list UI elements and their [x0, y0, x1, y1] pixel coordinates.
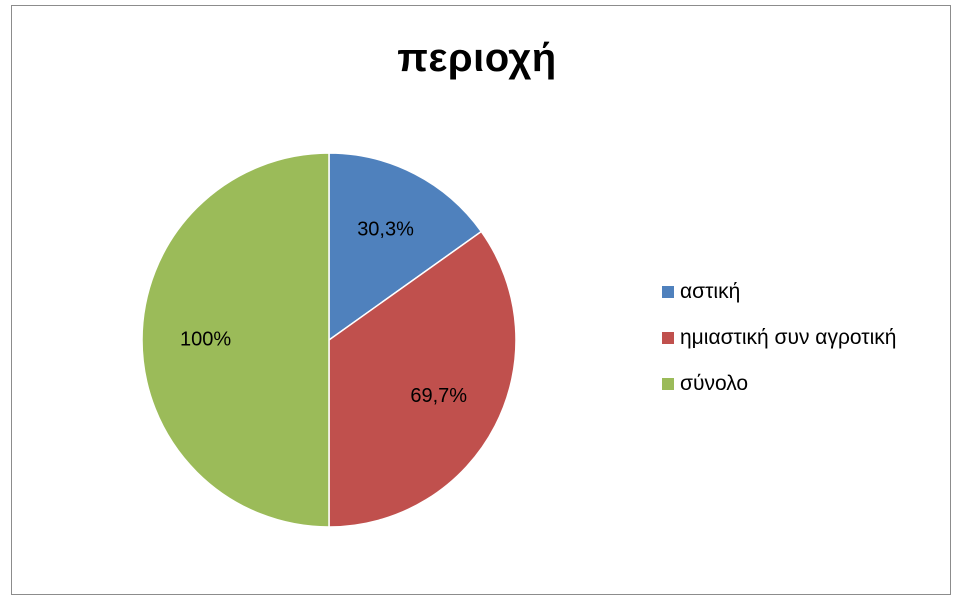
legend-swatch-semiurban-rural — [662, 332, 674, 344]
pie-slice-semiurban-rural — [328, 230, 517, 528]
data-label-semiurban-rural: 69,7% — [410, 385, 467, 407]
data-label-urban: 30,3% — [357, 219, 414, 241]
pie-chart: 30,3% 69,7% 100% — [141, 152, 517, 528]
legend-item-semiurban-rural: ημιαστική συν αγροτική — [662, 326, 896, 350]
legend-label-semiurban-rural: ημιαστική συν αγροτική — [680, 326, 897, 349]
legend-label-urban: αστική — [680, 280, 741, 303]
data-label-total: 100% — [180, 328, 231, 350]
legend: αστική ημιαστική συν αγροτική σύνολο — [662, 280, 896, 418]
legend-label-total: σύνολο — [680, 372, 749, 395]
legend-item-urban: αστική — [662, 280, 896, 304]
legend-swatch-total — [662, 378, 674, 390]
legend-swatch-urban — [662, 286, 674, 298]
pie-slice-total — [141, 152, 330, 528]
legend-item-total: σύνολο — [662, 372, 896, 396]
pie-slice-urban — [328, 152, 483, 342]
chart-title: περιοχή — [397, 36, 557, 80]
